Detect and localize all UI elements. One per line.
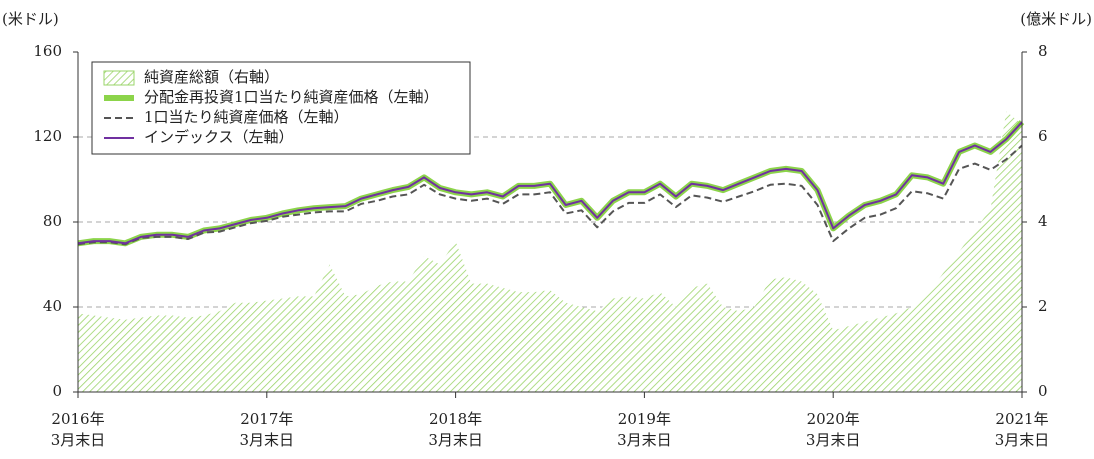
x-tick-label: 2018年 3月末日 <box>428 410 483 449</box>
line <box>77 144 1023 246</box>
y-tick-label: 0 <box>52 382 62 400</box>
x-tick-label-line: 3月末日 <box>806 431 861 449</box>
x-tick-label-line: 2016年 <box>51 410 104 428</box>
x-tick-label-line: 3月末日 <box>995 431 1050 449</box>
area <box>78 111 1022 392</box>
x-tick-label: 2016年 3月末日 <box>51 410 106 449</box>
x-tick-label-line: 3月末日 <box>428 431 483 449</box>
y-tick-label: 80 <box>43 212 62 230</box>
x-tick-label-line: 2019年 <box>618 410 671 428</box>
y-tick-label: 40 <box>43 297 62 315</box>
y2-tick-label: 8 <box>1038 42 1048 60</box>
y-tick-label: 120 <box>33 127 62 145</box>
x-tick-label-line: 3月末日 <box>51 431 106 449</box>
y2-tick-label: 4 <box>1038 212 1048 230</box>
x-tick-label-line: 2020年 <box>807 410 860 428</box>
y2-tick-label: 6 <box>1038 127 1048 145</box>
x-tick-label: 2019年 3月末日 <box>617 410 672 449</box>
x-tick-label-line: 2018年 <box>429 410 482 428</box>
y2-axis-label: (億米ドル) <box>1020 10 1092 28</box>
x-tick-label: 2017年 3月末日 <box>240 410 295 449</box>
legend-box <box>91 61 471 155</box>
x-tick-label-line: 2021年 <box>995 410 1048 428</box>
x-tick-label-line: 3月末日 <box>240 431 295 449</box>
line <box>77 121 1023 245</box>
x-tick-label: 2020年 3月末日 <box>806 410 861 449</box>
y-tick-label: 160 <box>33 42 62 60</box>
legend-label: 分配金再投資1口当たり純資産価格（左軸） <box>144 88 439 106</box>
legend-label: 純資産総額（右軸） <box>144 68 279 86</box>
y2-tick-label: 0 <box>1038 382 1048 400</box>
legend-label: 1口当たり純資産価格（左軸） <box>144 108 349 126</box>
legend-swatch <box>103 70 135 86</box>
legend-label: インデックス（左軸） <box>144 128 294 146</box>
x-tick-label-line: 3月末日 <box>617 431 672 449</box>
x-tick-label: 2021年 3月末日 <box>995 410 1050 449</box>
x-tick-label-line: 2017年 <box>240 410 293 428</box>
y2-tick-label: 2 <box>1038 297 1048 315</box>
y-axis-label: (米ドル) <box>2 10 59 28</box>
